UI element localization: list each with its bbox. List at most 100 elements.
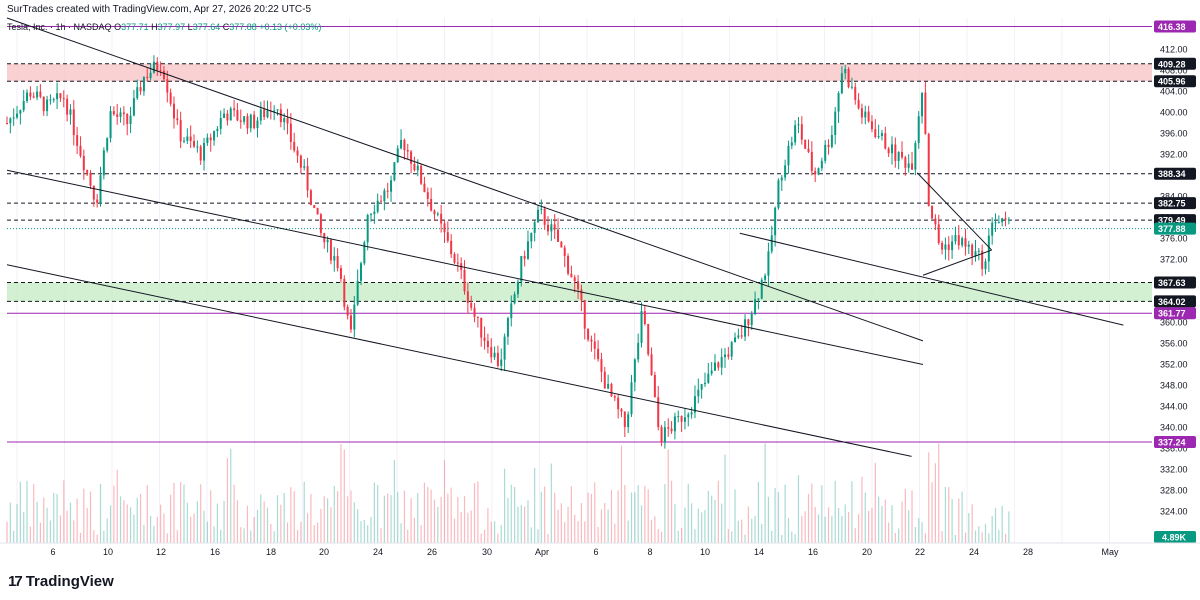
candle-body (530, 232, 533, 242)
candle-body (246, 116, 249, 129)
price-tick-label: 352.00 (1160, 360, 1188, 370)
candle-body (683, 417, 686, 422)
candles (6, 55, 1010, 449)
candle-body (1004, 218, 1007, 220)
candle-body (897, 151, 900, 161)
candle-body (754, 299, 757, 314)
volume-bar (627, 520, 629, 543)
candle-body (827, 144, 830, 147)
change-value: +0.13 (+0.03%) (259, 22, 322, 32)
low-label: L (187, 22, 193, 32)
volume-bar (76, 498, 78, 543)
candle-body (577, 281, 580, 290)
candle-body (974, 251, 977, 257)
volume-bar (393, 459, 395, 543)
candle-body (436, 213, 439, 215)
volume-bar (63, 480, 65, 543)
candle-body (697, 389, 700, 397)
candle-body (159, 70, 162, 72)
volume-bar (614, 523, 616, 543)
price-level-badge: 405.96 (1158, 77, 1186, 87)
volume-bar (584, 521, 586, 543)
candle-body (346, 306, 349, 316)
volume-bar (934, 463, 937, 543)
volume-bar (397, 491, 399, 543)
candle-body (450, 240, 453, 255)
candle-body (152, 61, 155, 73)
volume-bar (9, 502, 11, 543)
volume-bar (210, 490, 212, 543)
volume-bar (888, 522, 890, 543)
volume-bar (687, 483, 689, 543)
candle-body (777, 180, 780, 208)
candle-body (16, 113, 19, 118)
price-level-badge: 388.34 (1158, 169, 1186, 179)
candle-body (86, 170, 89, 173)
candle-body (219, 118, 222, 129)
volume-bar (841, 515, 843, 543)
symbol-name[interactable]: Tesla, Inc. · 1h · NASDAQ (7, 22, 112, 32)
candle-body (116, 114, 119, 117)
candle-body (233, 108, 236, 111)
candle-body (680, 416, 683, 422)
candle-body (630, 382, 633, 415)
time-axis: 6 10 12 16 18 20 24 26 30 Apr 6 8 10 14 16 20 22 24 28 May (0, 542, 1200, 557)
volume-bar (647, 489, 649, 543)
candle-body (677, 416, 680, 418)
candle-body (613, 396, 616, 398)
volume-bar (697, 508, 699, 543)
time-tick-label: May (1101, 547, 1119, 557)
volume-bar (36, 501, 38, 543)
candle-body (623, 411, 626, 428)
price-level-badge-bg (1154, 197, 1196, 210)
volume-bar (931, 482, 933, 543)
volume-bar (16, 504, 18, 543)
volume-bar (266, 507, 269, 543)
volume-bar (23, 511, 25, 543)
candle-body (884, 133, 887, 149)
candle-body (440, 213, 443, 224)
candle-body (62, 98, 65, 100)
candle-body (657, 397, 660, 428)
candle-body (42, 96, 45, 112)
volume-bar (507, 497, 509, 543)
price-tick-label: 384.00 (1160, 192, 1188, 202)
volume-bar (787, 518, 790, 543)
price-chart[interactable]: 412.00 408.00 404.00 400.00 396.00 392.00 388.… (0, 0, 1200, 563)
volume-bar (487, 508, 489, 543)
volume-bar (540, 491, 542, 543)
volume-bar (590, 493, 593, 543)
volume-bar (236, 500, 239, 543)
volume-bar (654, 516, 656, 543)
volume-bar (898, 528, 900, 543)
volume-bar (734, 489, 736, 543)
brand-logo[interactable]: 17 TradingView (8, 573, 114, 590)
candle-body (46, 99, 49, 112)
volume-bar (139, 493, 142, 543)
volume-bar (13, 530, 15, 543)
candle-body (490, 347, 493, 358)
candle-body (904, 157, 907, 168)
candle-body (179, 120, 182, 142)
time-tick-label: 18 (266, 547, 276, 557)
time-tick-label: 8 (647, 547, 652, 557)
volume-bar (594, 482, 596, 543)
candle-body (627, 414, 630, 428)
candle-body (924, 92, 927, 134)
volume-bar (407, 529, 409, 543)
price-tick-label: 372.00 (1160, 255, 1188, 265)
volume-bar (126, 504, 128, 543)
candle-body (273, 110, 276, 112)
candle-body (416, 165, 419, 171)
trendline (739, 232, 1124, 326)
volume-bar (93, 530, 95, 543)
volume-bar (450, 487, 452, 543)
volume-bar (918, 517, 920, 543)
candle-body (837, 93, 840, 112)
candle-body (603, 371, 606, 389)
volume-bar (764, 443, 766, 543)
volume-bar (353, 502, 355, 543)
volume-badge: 4.89K (1162, 533, 1187, 543)
volume-bar (560, 503, 562, 543)
volume-bar (974, 530, 977, 543)
